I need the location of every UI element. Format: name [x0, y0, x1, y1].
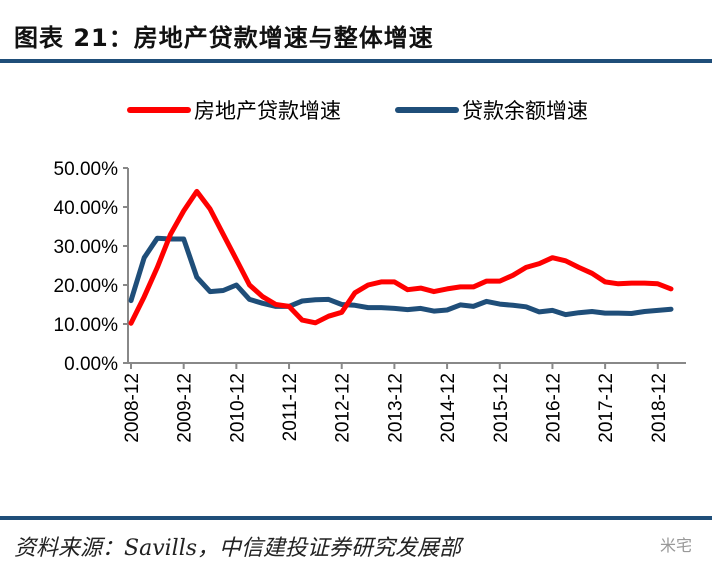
y-tick-label: 10.00%: [54, 315, 119, 336]
x-tick-label: 2010-12: [227, 373, 248, 443]
series-line: [128, 235, 674, 318]
watermark: 米宅: [659, 536, 692, 555]
x-tick-label: 2016-12: [543, 373, 564, 443]
series-line: [128, 188, 674, 326]
x-tick-label: 2014-12: [438, 373, 459, 443]
x-tick-label: 2018-12: [649, 373, 670, 443]
legend-label: 贷款余额增速: [462, 99, 588, 123]
y-tick-label: 0.00%: [64, 354, 118, 375]
x-tick-label: 2013-12: [385, 373, 406, 443]
y-tick-label: 50.00%: [54, 159, 119, 180]
x-tick-label: 2017-12: [596, 373, 617, 443]
source-note: 资料来源：Savills，中信建投证券研究发展部: [14, 536, 462, 561]
x-tick-label: 2009-12: [175, 373, 196, 443]
legend-label: 房地产贷款增速: [194, 99, 341, 123]
chart-title: 图表 21：房地产贷款增速与整体增速: [14, 24, 434, 52]
y-tick-label: 30.00%: [54, 237, 119, 258]
x-tick-label: 2011-12: [280, 373, 301, 441]
y-tick-label: 20.00%: [54, 276, 119, 297]
top-divider: [0, 59, 712, 63]
x-tick-label: 2015-12: [491, 373, 512, 443]
y-tick-label: 40.00%: [54, 198, 119, 219]
bottom-divider: [0, 516, 712, 520]
x-tick-label: 2008-12: [122, 373, 143, 443]
x-tick-label: 2012-12: [333, 373, 354, 443]
